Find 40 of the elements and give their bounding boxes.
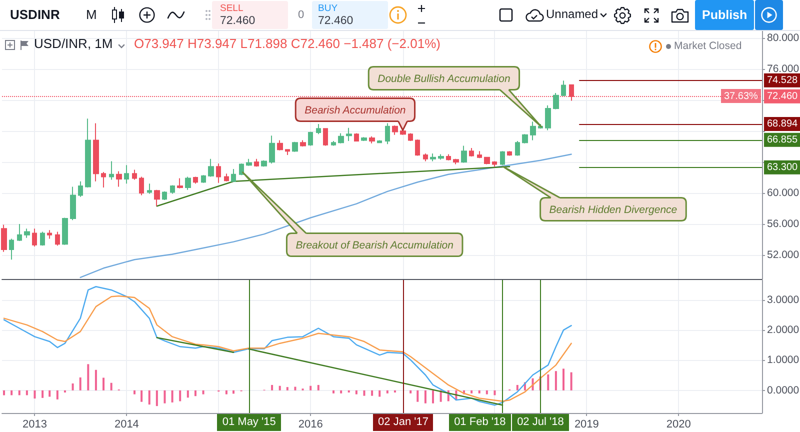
- ref-line-label: 63.300: [767, 162, 798, 173]
- text: M: [86, 7, 97, 23]
- y-tick-label: 52.000: [767, 248, 800, 261]
- text: 0: [298, 9, 304, 22]
- ref-line-label: 02 Jan '17: [373, 414, 434, 431]
- text: Publish: [702, 8, 748, 22]
- x-tick-label: 2013: [22, 418, 47, 430]
- ref-line-label: 72.460: [767, 90, 798, 102]
- y-tick-label: 1.0000: [767, 354, 800, 366]
- annotation: Market Closed: [674, 40, 742, 52]
- annotation: Bearish Hidden Divergence: [549, 204, 678, 216]
- chart-subtitle: O73.947 H73.947 L71.898 C72.460 −1.487 (−2.01%): [134, 36, 440, 52]
- text: 72.460: [220, 15, 256, 28]
- y-tick-label: 80.000: [767, 32, 800, 44]
- text: BUY: [318, 3, 338, 15]
- y-tick-label: 2.0000: [767, 324, 800, 336]
- x-tick-label: 2014: [114, 418, 139, 430]
- text: USDINR: [10, 7, 60, 23]
- ref-line-label: 74.528: [767, 74, 798, 86]
- x-tick-label: 2016: [298, 418, 323, 430]
- annotation: Breakout of Bearish Accumulation: [296, 240, 454, 252]
- chart-title: USD/INR, 1M: [34, 36, 113, 52]
- y-tick-label: 60.000: [767, 186, 800, 199]
- y-tick-label: 76.000: [767, 62, 800, 75]
- x-tick-label: 2019: [574, 418, 599, 430]
- ref-line-label: 66.855: [767, 134, 798, 146]
- ref-line-label: 68.894: [767, 118, 798, 130]
- text: SELL: [220, 3, 244, 15]
- annotation: Double Bullish Accumulation: [378, 73, 510, 85]
- annotation: Bearish Accumulation: [304, 104, 406, 116]
- ref-line-label: 01 May '15: [217, 414, 281, 431]
- ref-line-label: 01 Feb '18: [449, 414, 511, 431]
- text: 72.460: [318, 15, 354, 28]
- y-tick-label: 0.0000: [767, 384, 800, 396]
- annotation: 37.63%: [721, 89, 761, 104]
- x-tick-label: 2020: [666, 418, 691, 430]
- y-tick-label: 3.0000: [767, 294, 800, 306]
- ref-line-label: 02 Jul '18: [512, 414, 569, 431]
- text: Unnamed: [546, 7, 598, 22]
- y-tick-label: 56.000: [767, 218, 800, 230]
